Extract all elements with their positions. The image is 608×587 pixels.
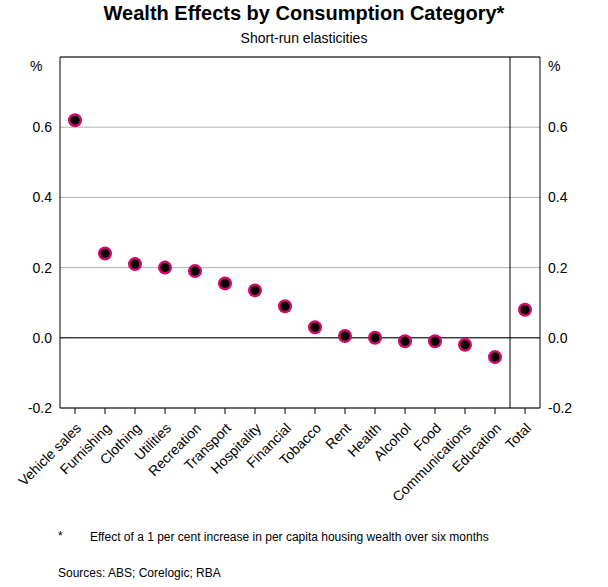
svg-text:Education: Education xyxy=(449,420,504,475)
svg-text:Tobacco: Tobacco xyxy=(276,420,324,468)
html-text:Wealth Effects by Consumption: Wealth Effects by Consumption Category* xyxy=(103,2,505,24)
svg-text:0.6: 0.6 xyxy=(33,119,53,135)
svg-text:0.4: 0.4 xyxy=(548,189,568,205)
svg-text:Transport: Transport xyxy=(180,419,235,474)
html-text:Short-run elasticities: Short-run elasticities xyxy=(240,30,368,46)
svg-text:0.0: 0.0 xyxy=(548,330,568,346)
svg-text:Total: Total xyxy=(502,420,534,452)
svg-text:Recreation: Recreation xyxy=(145,419,205,480)
svg-text:Rent: Rent xyxy=(322,419,355,453)
svg-text:Furnishing: Furnishing xyxy=(56,419,115,478)
svg-text:-0.2: -0.2 xyxy=(28,400,52,416)
svg-text:Clothing: Clothing xyxy=(97,420,145,468)
svg-text:0.0: 0.0 xyxy=(33,330,53,346)
svg-text:0.6: 0.6 xyxy=(548,119,568,135)
svg-text:-0.2: -0.2 xyxy=(548,400,572,416)
svg-text:0.2: 0.2 xyxy=(548,260,568,276)
svg-text:Food: Food xyxy=(410,419,445,454)
svg-text:Hospitality: Hospitality xyxy=(207,419,265,477)
html-text:Sources: ABS; Corelogic; RBA: Sources: ABS; Corelogic; RBA xyxy=(58,566,221,580)
svg-text:0.2: 0.2 xyxy=(33,260,53,276)
svg-text:Utilities: Utilities xyxy=(131,419,175,464)
html-text:Effect of a 1 per cent increas: Effect of a 1 per cent increase in per c… xyxy=(90,530,489,544)
svg-text:Health: Health xyxy=(344,419,385,460)
svg-text:Alcohol: Alcohol xyxy=(370,420,414,464)
svg-text:Vehicle sales: Vehicle sales xyxy=(15,419,85,489)
svg-text:Financial: Financial xyxy=(243,419,295,471)
svg-text:0.4: 0.4 xyxy=(33,189,53,205)
